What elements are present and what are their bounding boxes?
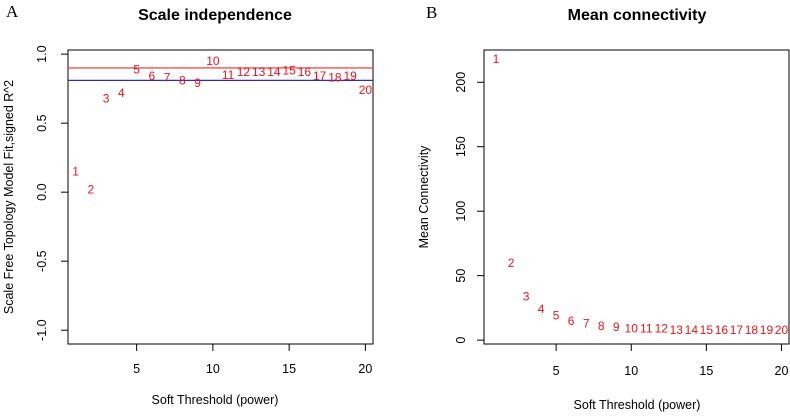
panel-b-point-label: 2 (508, 256, 515, 270)
panel-b-y-tick-label: 100 (454, 201, 468, 222)
panel-b-y-axis-label: Mean Connectivity (417, 145, 431, 249)
panel-b-x-tick-label: 15 (699, 364, 713, 378)
panel-a-point-label: 11 (222, 68, 235, 82)
panel-b-point-label: 10 (625, 322, 639, 336)
panel-b: B Mean connectivity Soft Threshold (powe… (417, 3, 790, 412)
panel-b-point-label: 14 (685, 323, 699, 337)
panel-b-x-axis-label: Soft Threshold (power) (574, 398, 701, 412)
panel-a-point-label: 1 (72, 164, 79, 178)
panel-a-point-label: 12 (237, 65, 251, 79)
panel-a-point-label: 10 (206, 54, 220, 68)
panel-b-point-label: 1 (493, 52, 500, 66)
panel-a-y-tick-label: -1.0 (35, 319, 49, 341)
panel-a-reference-lines (68, 67, 373, 82)
panel-b-point-label: 9 (613, 320, 620, 334)
panel-a-y-tick-label: -0.5 (35, 250, 49, 272)
panel-a-point-label: 16 (298, 65, 312, 79)
panel-a-point-label: 14 (267, 65, 281, 79)
panel-b-point-label: 6 (568, 314, 575, 328)
panel-a-point-label: 20 (359, 83, 373, 97)
panel-a-y-tick-label: 0.0 (35, 183, 49, 200)
panel-b-x-tick-label: 5 (553, 364, 560, 378)
panel-a-point-label: 8 (179, 73, 186, 87)
panel-b-point-label: 19 (760, 323, 774, 337)
panel-b-point-label: 3 (523, 289, 530, 303)
panel-a-point-label: 18 (328, 71, 342, 85)
panel-b-point-label: 13 (670, 323, 684, 337)
panel-b-point-label: 12 (655, 322, 669, 336)
panel-a-plot-frame (67, 49, 374, 345)
panel-a-point-label: 7 (164, 71, 171, 85)
panel-a-x-axis-label: Soft Threshold (power) (152, 393, 279, 407)
panel-b-x-tick-label: 10 (624, 364, 638, 378)
panel-b-point-label: 16 (715, 323, 729, 337)
panel-b-point-label: 5 (553, 309, 560, 323)
panel-b-point-label: 11 (640, 322, 653, 336)
panel-a-y-tick-label: 0.5 (35, 114, 49, 131)
panel-a-x-tick-label: 20 (358, 362, 372, 376)
panel-b-plot-frame (483, 49, 790, 345)
panel-b-letter: B (426, 3, 437, 22)
panel-b-point-label: 18 (745, 323, 759, 337)
panel-a-x-tick-label: 10 (206, 362, 220, 376)
panel-b-y-tick-label: 200 (454, 72, 468, 93)
panel-a-point-label: 5 (133, 62, 140, 76)
panel-a-point-label: 3 (103, 91, 110, 105)
panel-a-y-tick-label: 1.0 (35, 45, 49, 62)
panel-a-point-label: 19 (343, 69, 357, 83)
panel-a-point-label: 4 (118, 86, 125, 100)
panel-a-point-label: 17 (313, 69, 327, 83)
panel-a: A Scale independence Soft Threshold (pow… (2, 2, 374, 407)
panel-a-ticks: 5 10 15 20-1.0-0.50.00.51.0 (35, 45, 372, 376)
panel-b-point-label: 4 (538, 302, 545, 316)
panel-b-title: Mean connectivity (568, 7, 707, 24)
panel-b-point-label: 20 (775, 323, 789, 337)
panel-b-point-label: 8 (598, 319, 605, 333)
panel-a-point-label: 15 (282, 64, 296, 78)
panel-b-point-label: 17 (730, 323, 744, 337)
panel-a-y-axis-label: Scale Free Topology Model Fit,signed R^2 (2, 80, 16, 314)
panel-b-x-tick-label: 20 (775, 364, 789, 378)
panel-b-y-tick-label: 150 (454, 136, 468, 157)
panel-a-x-tick-label: 15 (282, 362, 296, 376)
panel-a-point-label: 13 (252, 65, 266, 79)
panel-a-letter: A (6, 2, 19, 21)
panel-b-point-label: 7 (583, 316, 590, 330)
panel-b-point-label: 15 (700, 323, 714, 337)
panel-b-y-tick-label: 0 (454, 337, 468, 344)
panel-b-y-tick-label: 50 (454, 269, 468, 283)
panel-a-point-label: 2 (88, 182, 95, 196)
panel-a-x-tick-label: 5 (133, 362, 140, 376)
panel-a-title: Scale independence (138, 7, 292, 24)
panel-a-point-label: 6 (149, 69, 156, 83)
panel-a-point-label: 9 (194, 76, 201, 90)
